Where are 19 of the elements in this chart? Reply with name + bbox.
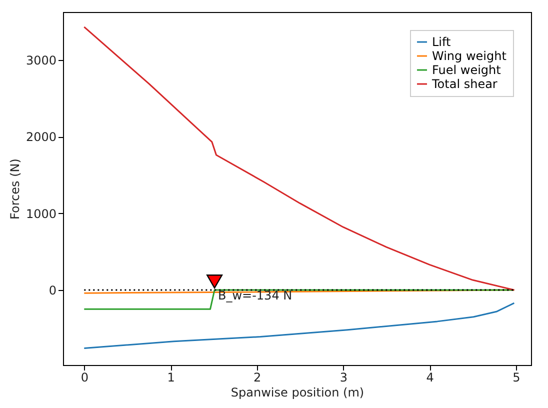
annotation: B_w=-134 N xyxy=(218,288,292,302)
y-axis-title: Forces (N) xyxy=(8,158,22,220)
x-tick-label: 4 xyxy=(426,370,434,384)
x-tick-label: 5 xyxy=(512,370,520,384)
x-axis-title: Spanwise position (m) xyxy=(230,386,364,400)
y-tick-label: 0 xyxy=(48,284,56,298)
legend-label: Lift xyxy=(432,35,452,49)
x-tick-label: 0 xyxy=(80,370,88,384)
legend-label: Total shear xyxy=(431,77,498,91)
x-tick-label: 2 xyxy=(254,370,262,384)
line-series xyxy=(83,26,515,291)
line-series xyxy=(83,302,515,350)
legend-label: Wing weight xyxy=(432,49,507,63)
y-tick-label: 1000 xyxy=(26,206,56,221)
legend-label: Fuel weight xyxy=(432,63,502,77)
x-tick-label: 1 xyxy=(167,370,175,384)
y-tick-label: 3000 xyxy=(26,53,56,68)
y-tick-label: 2000 xyxy=(26,130,56,144)
x-tick-label: 3 xyxy=(340,370,348,384)
